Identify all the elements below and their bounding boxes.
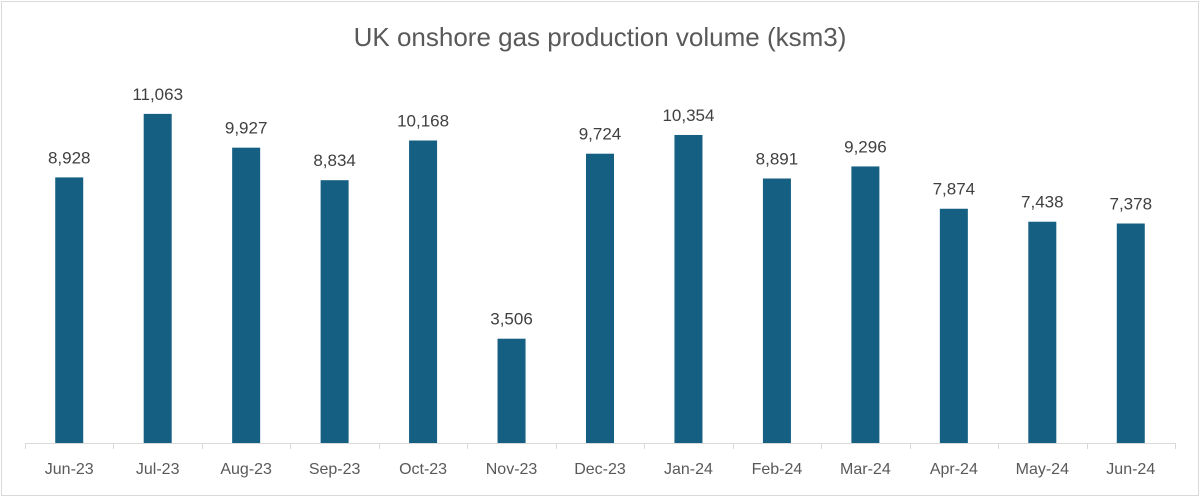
bar-sep-23 <box>320 180 349 443</box>
data-label: 9,927 <box>225 119 268 138</box>
data-label: 9,296 <box>844 137 887 156</box>
x-tick-label: Mar-24 <box>840 461 891 478</box>
data-label: 7,378 <box>1109 195 1152 214</box>
bar-apr-24 <box>939 208 968 443</box>
data-label: 7,874 <box>933 180 976 199</box>
x-tick-label: Aug-23 <box>220 461 272 478</box>
x-tick-label: Dec-23 <box>574 461 626 478</box>
data-label: 8,928 <box>48 148 91 167</box>
bar-jun-24 <box>1116 223 1145 443</box>
bar-jul-23 <box>143 113 172 444</box>
x-tick-label: Nov-23 <box>486 461 538 478</box>
x-tick-label: Jun-24 <box>1106 461 1155 478</box>
bar-oct-23 <box>409 140 438 443</box>
bar-mar-24 <box>851 166 880 443</box>
x-tick-label: Sep-23 <box>309 461 361 478</box>
x-tick-label: Jan-24 <box>664 461 713 478</box>
bar-may-24 <box>1028 221 1057 443</box>
data-label: 11,063 <box>132 85 183 104</box>
x-tick-label: Jul-23 <box>136 461 180 478</box>
bar-aug-23 <box>232 147 261 443</box>
x-tick-label: May-24 <box>1016 461 1069 478</box>
bar-jan-24 <box>674 134 703 443</box>
bar-dec-23 <box>586 153 614 443</box>
x-tick-label: Oct-23 <box>399 461 447 478</box>
data-label: 3,506 <box>490 310 533 329</box>
data-label: 7,438 <box>1021 193 1064 212</box>
chart-title: UK onshore gas production volume (ksm3) <box>353 22 847 52</box>
bar-jun-23 <box>55 177 84 443</box>
bar-nov-23 <box>497 338 526 443</box>
x-tick-label: Jun-23 <box>45 461 94 478</box>
x-tick-label: Feb-24 <box>752 461 803 478</box>
data-label: 8,891 <box>756 149 799 168</box>
data-label: 10,354 <box>662 106 714 125</box>
data-label: 8,834 <box>313 151 356 170</box>
data-label: 9,724 <box>579 125 622 144</box>
x-tick-label: Apr-24 <box>930 461 978 478</box>
data-label: 10,168 <box>397 112 449 131</box>
bar-feb-24 <box>762 178 791 444</box>
